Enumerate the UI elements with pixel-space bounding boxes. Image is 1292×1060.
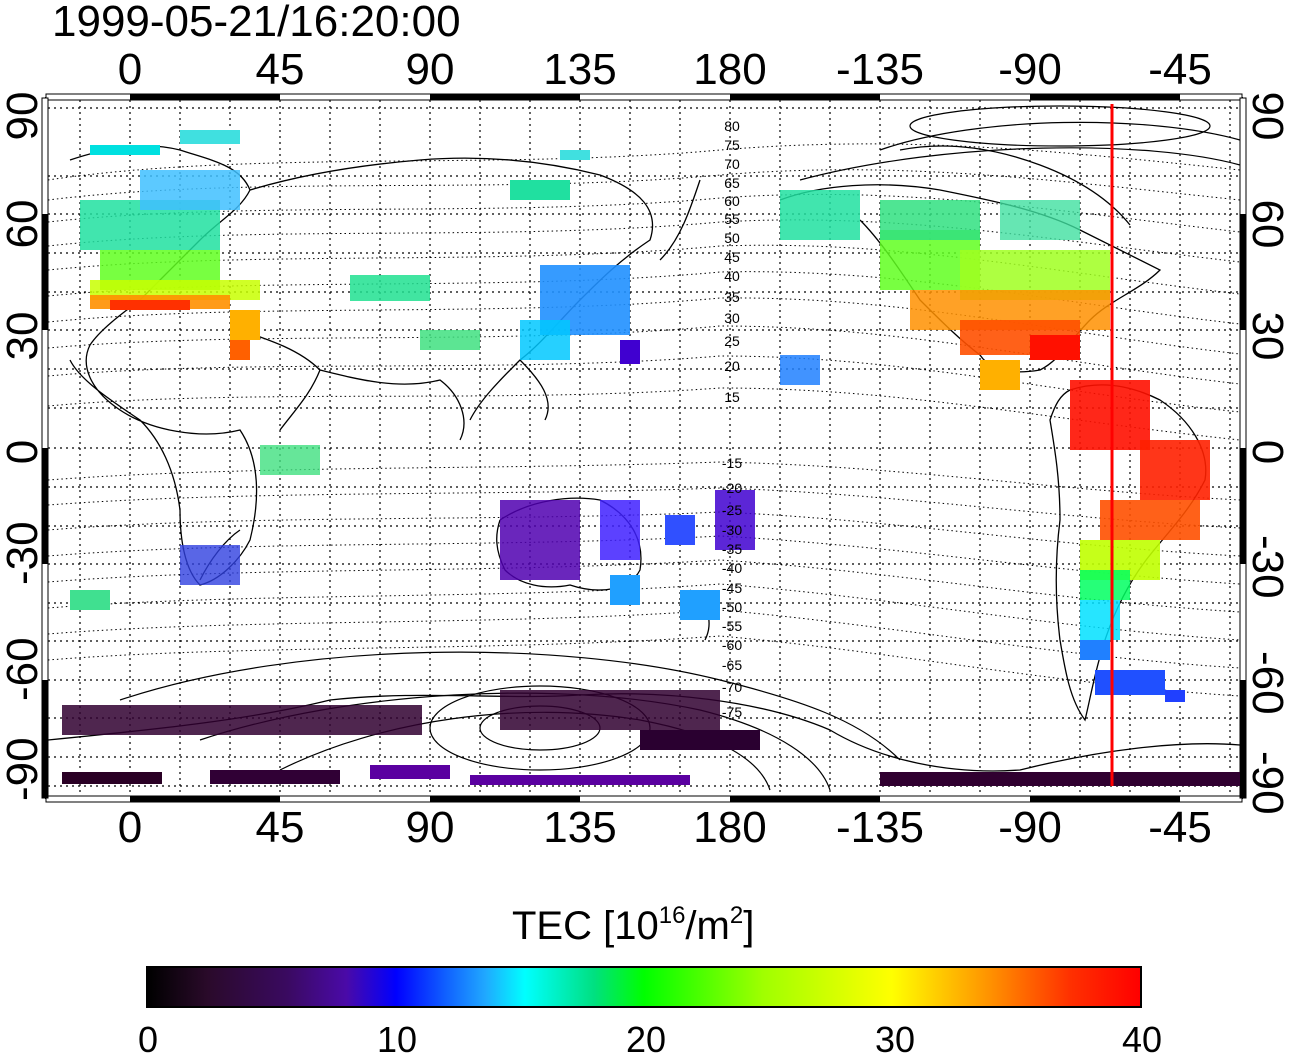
colorbar-tick: 30 (874, 1019, 916, 1060)
lon-tick-top: 0 (117, 45, 143, 94)
contour-label: -45 (721, 580, 743, 596)
lon-tick-top: 135 (543, 45, 617, 94)
lat-tick-right: 0 (1243, 439, 1292, 465)
lon-tick-top: -135 (835, 45, 925, 94)
lon-tick-top: 90 (405, 45, 455, 94)
contour-label: -30 (721, 522, 743, 538)
contour-label: 55 (724, 211, 740, 227)
lon-tick-top: -45 (1148, 45, 1212, 94)
lat-tick-left: 0 (0, 439, 47, 465)
lon-tick-bottom: 135 (543, 803, 617, 852)
contour-label: -20 (721, 480, 743, 496)
colorbar-title: TEC [1016/m2] (512, 902, 755, 949)
lat-tick-right: -90 (1243, 751, 1292, 815)
contour-label: 70 (724, 156, 740, 172)
contour-label: -25 (721, 502, 743, 518)
contour-label: 35 (724, 289, 740, 305)
lat-tick-left: 90 (0, 91, 47, 141)
lat-tick-left: -90 (0, 737, 47, 801)
lon-tick-bottom: 0 (117, 803, 143, 852)
lat-tick-left: 60 (0, 199, 47, 249)
lat-tick-left: -60 (0, 637, 47, 701)
lon-tick-bottom: -45 (1148, 803, 1212, 852)
lon-tick-bottom: 45 (255, 803, 305, 852)
contour-label: 25 (724, 333, 740, 349)
contour-label: 45 (724, 249, 740, 265)
tec-points (62, 130, 1240, 786)
lon-tick-bottom: 180 (693, 803, 767, 852)
contour-label: -35 (721, 541, 743, 557)
contour-label: -70 (721, 679, 743, 695)
lon-tick-top: 180 (693, 45, 767, 94)
contour-label: -65 (721, 657, 743, 673)
contour-label: -75 (721, 704, 743, 720)
lat-tick-right: -60 (1243, 651, 1292, 715)
colorbar-tick: 20 (625, 1019, 667, 1060)
contour-label: -40 (721, 560, 743, 576)
contour-label: 40 (724, 268, 740, 284)
contour-label: 30 (724, 310, 740, 326)
graticule (48, 100, 1240, 796)
colorbar-tick: 40 (1121, 1019, 1163, 1060)
lat-tick-right: 30 (1243, 311, 1292, 361)
tec-colorbar (146, 966, 1142, 1008)
contour-label: -60 (721, 637, 743, 653)
contour-label: 75 (724, 137, 740, 153)
contour-label: -55 (721, 618, 743, 634)
lat-tick-right: -30 (1243, 535, 1292, 599)
lon-tick-top: -90 (998, 45, 1062, 94)
contour-label: 60 (724, 193, 740, 209)
contour-label: -50 (721, 599, 743, 615)
contour-label: 50 (724, 230, 740, 246)
lon-tick-bottom: -135 (835, 803, 925, 852)
contour-label: 20 (724, 358, 740, 374)
frame-bars (42, 94, 1246, 802)
lat-tick-left: -30 (0, 521, 47, 585)
lat-tick-right: 90 (1243, 91, 1292, 141)
lon-tick-top: 45 (255, 45, 305, 94)
timestamp-title: 1999-05-21/16:20:00 (52, 0, 461, 46)
lat-tick-right: 60 (1243, 199, 1292, 249)
contour-label: 15 (724, 389, 740, 405)
colorbar-tick: 0 (137, 1019, 159, 1060)
lon-tick-bottom: 90 (405, 803, 455, 852)
lat-tick-left: 30 (0, 311, 47, 361)
contour-label: 65 (724, 175, 740, 191)
colorbar-tick: 10 (376, 1019, 418, 1060)
contour-label: 80 (724, 118, 740, 134)
contour-label: -15 (721, 455, 743, 471)
lon-tick-bottom: -90 (998, 803, 1062, 852)
